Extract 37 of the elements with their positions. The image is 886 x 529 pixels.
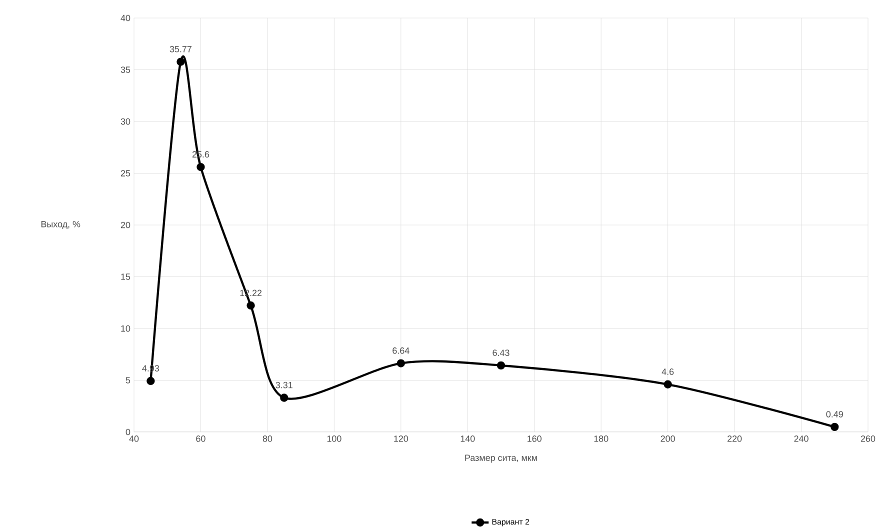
data-label: 35.77 [170, 46, 192, 52]
y-tick-label: 10 [121, 325, 130, 332]
x-tick-label: 180 [594, 436, 608, 442]
point [664, 380, 672, 388]
data-label: 6.43 [492, 350, 510, 356]
x-tick-label: 200 [660, 436, 675, 442]
y-tick-label: 20 [120, 222, 130, 228]
x-tick-label: 80 [262, 436, 272, 442]
data-label: 4.6 [662, 368, 674, 375]
y-tick-label: 5 [126, 377, 130, 384]
point [196, 162, 205, 172]
point [176, 58, 185, 66]
y-axis-title: Выход, % [41, 220, 80, 229]
y-tick-label: 40 [120, 14, 130, 22]
point [146, 376, 155, 386]
x-tick-label: 140 [460, 436, 475, 442]
x-tick-label: 160 [528, 436, 542, 442]
y-tick-label: 0 [126, 428, 130, 436]
point [496, 361, 506, 370]
x-tick-label: 60 [196, 436, 206, 442]
x-tick-label: 260 [860, 436, 876, 442]
y-tick-label: 25 [120, 170, 130, 176]
x-tick-label: 240 [794, 436, 808, 442]
point [246, 301, 255, 310]
x-axis-title: Размер сита, мкм [465, 454, 537, 463]
x-tick-label: 120 [394, 436, 408, 442]
point [280, 394, 288, 402]
x-tick-label: 100 [327, 436, 342, 442]
y-tick-label: 30 [120, 118, 130, 125]
data-label: 3.31 [276, 382, 292, 388]
point [396, 359, 405, 368]
data-label: 6.64 [392, 347, 410, 354]
point [830, 422, 839, 432]
data-label: 0.49 [826, 411, 843, 418]
x-tick-label: 220 [728, 436, 742, 442]
y-tick-label: 35 [120, 66, 130, 73]
y-tick-label: 15 [121, 274, 130, 280]
